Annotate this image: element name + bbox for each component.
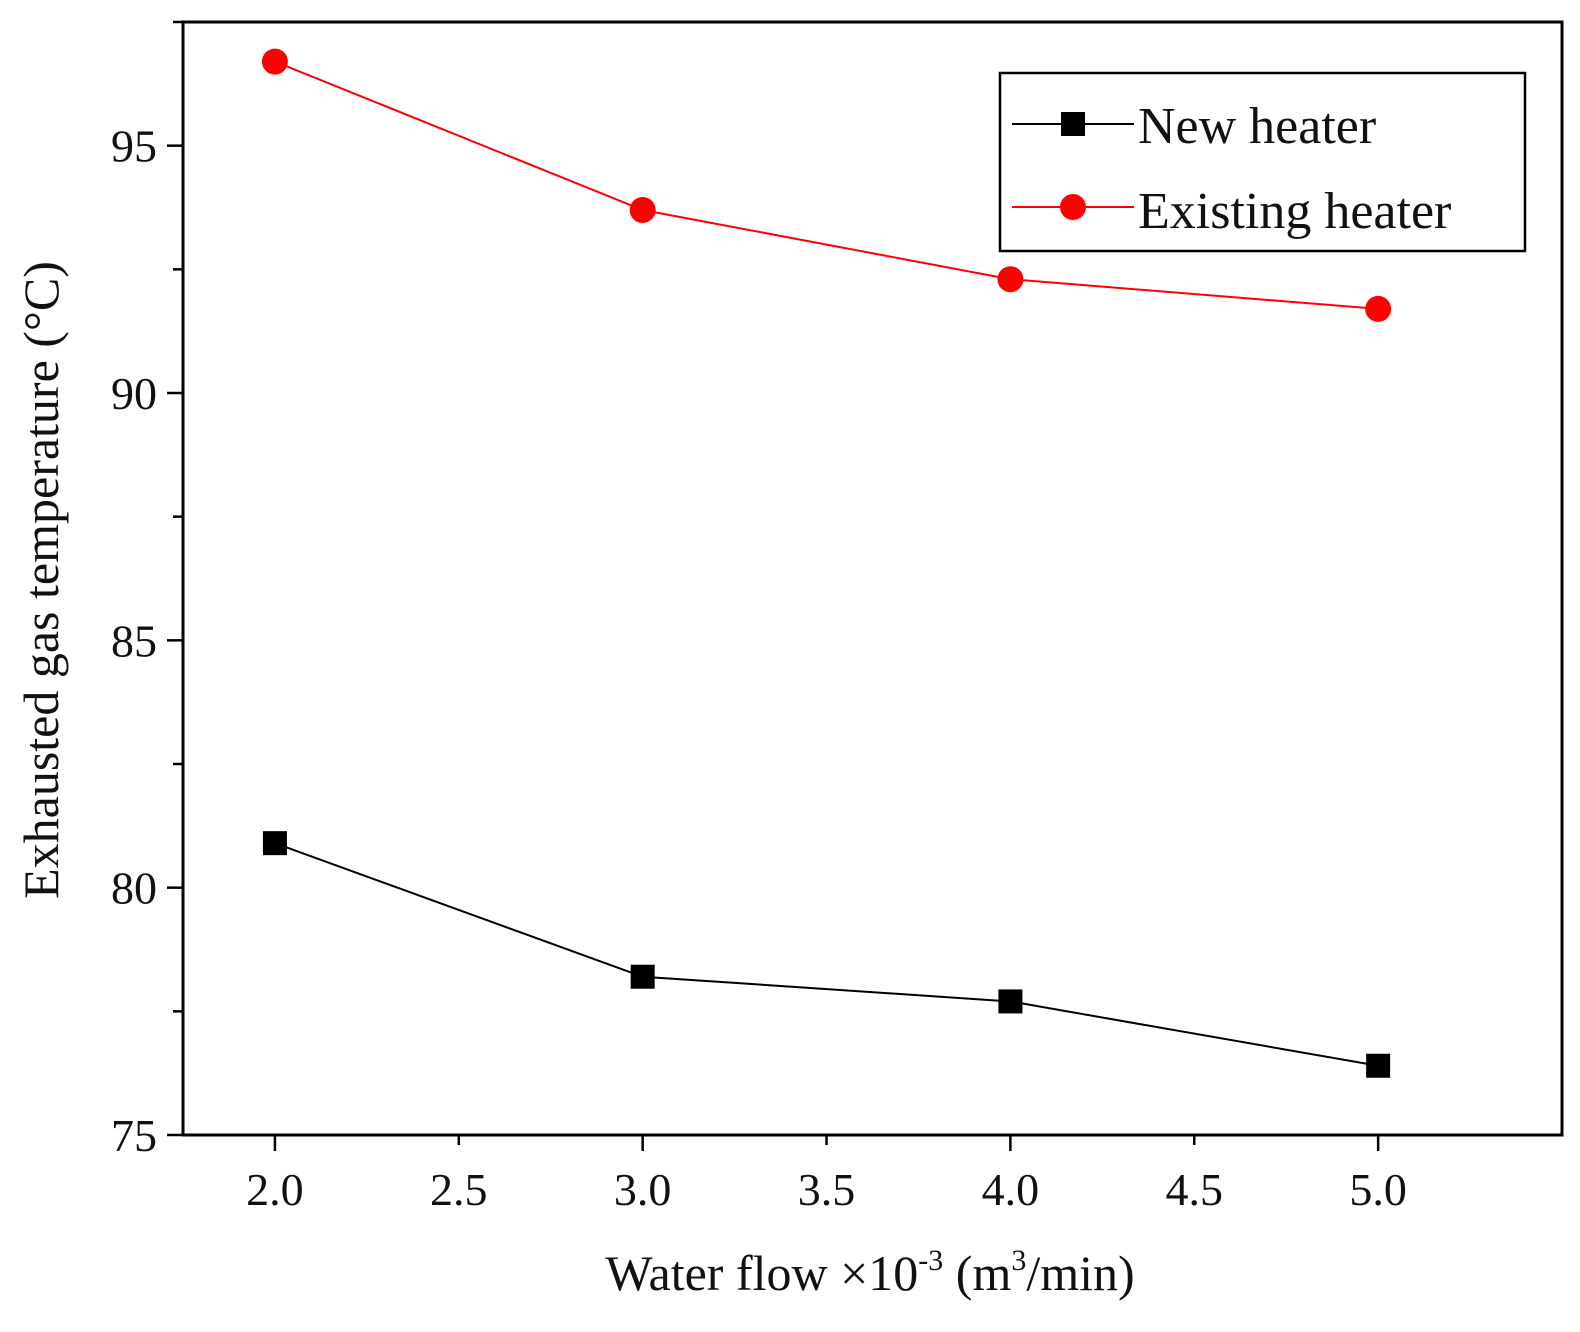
y-axis-ticks: 75 80 85 90 95: [111, 20, 183, 1161]
data-point-existing-heater: [629, 196, 656, 223]
data-point-new-heater: [262, 831, 287, 856]
x-axis-title-unit-close: /min): [1026, 1245, 1134, 1301]
y-axis-title: Exhausted gas temperature (°C): [13, 261, 69, 899]
plot-frame: [181, 20, 1564, 1137]
x-axis-title: Water flow ×10-3 (m3/min): [605, 1244, 1134, 1301]
data-point-new-heater: [630, 964, 655, 989]
data-point-new-heater: [1366, 1053, 1391, 1078]
legend-marker-existing-heater: [1060, 194, 1086, 220]
data-point-new-heater: [998, 989, 1023, 1014]
x-axis-ticks: 2.0 2.5 3.0 3.5 4.0 4.5 5.0: [246, 1135, 1407, 1215]
y-tick-label: 75: [111, 1110, 157, 1161]
x-axis-title-unit-open: (m: [943, 1245, 1011, 1301]
y-tick-label: 90: [111, 368, 157, 419]
y-tick-label: 85: [111, 615, 157, 666]
x-tick-label: 2.5: [430, 1164, 488, 1215]
data-point-existing-heater: [1365, 295, 1392, 322]
legend-label-new-heater: New heater: [1138, 98, 1376, 155]
y-tick-label: 95: [111, 121, 157, 172]
x-tick-label: 3.5: [798, 1164, 856, 1215]
x-tick-label: 3.0: [614, 1164, 672, 1215]
x-tick-label: 2.0: [246, 1164, 304, 1215]
y-tick-label: 80: [111, 863, 157, 914]
x-tick-label: 4.0: [982, 1164, 1040, 1215]
series-line-existing-heater: [274, 60, 1379, 310]
legend-label-existing-heater: Existing heater: [1138, 183, 1451, 240]
x-axis-title-main: Water flow ×10: [605, 1245, 918, 1301]
legend-box: [998, 71, 1527, 253]
x-axis-title-exp: -3: [918, 1244, 943, 1277]
series-layer: [261, 48, 1392, 1078]
x-tick-label: 5.0: [1349, 1164, 1407, 1215]
data-point-existing-heater: [261, 48, 288, 75]
legend-marker-new-heater: [1061, 112, 1085, 136]
series-line-new-heater: [274, 842, 1379, 1067]
x-axis-title-unit-exp: 3: [1011, 1244, 1026, 1277]
data-point-existing-heater: [997, 266, 1024, 293]
x-tick-label: 4.5: [1166, 1164, 1224, 1215]
legend: New heater Existing heater: [998, 71, 1527, 253]
